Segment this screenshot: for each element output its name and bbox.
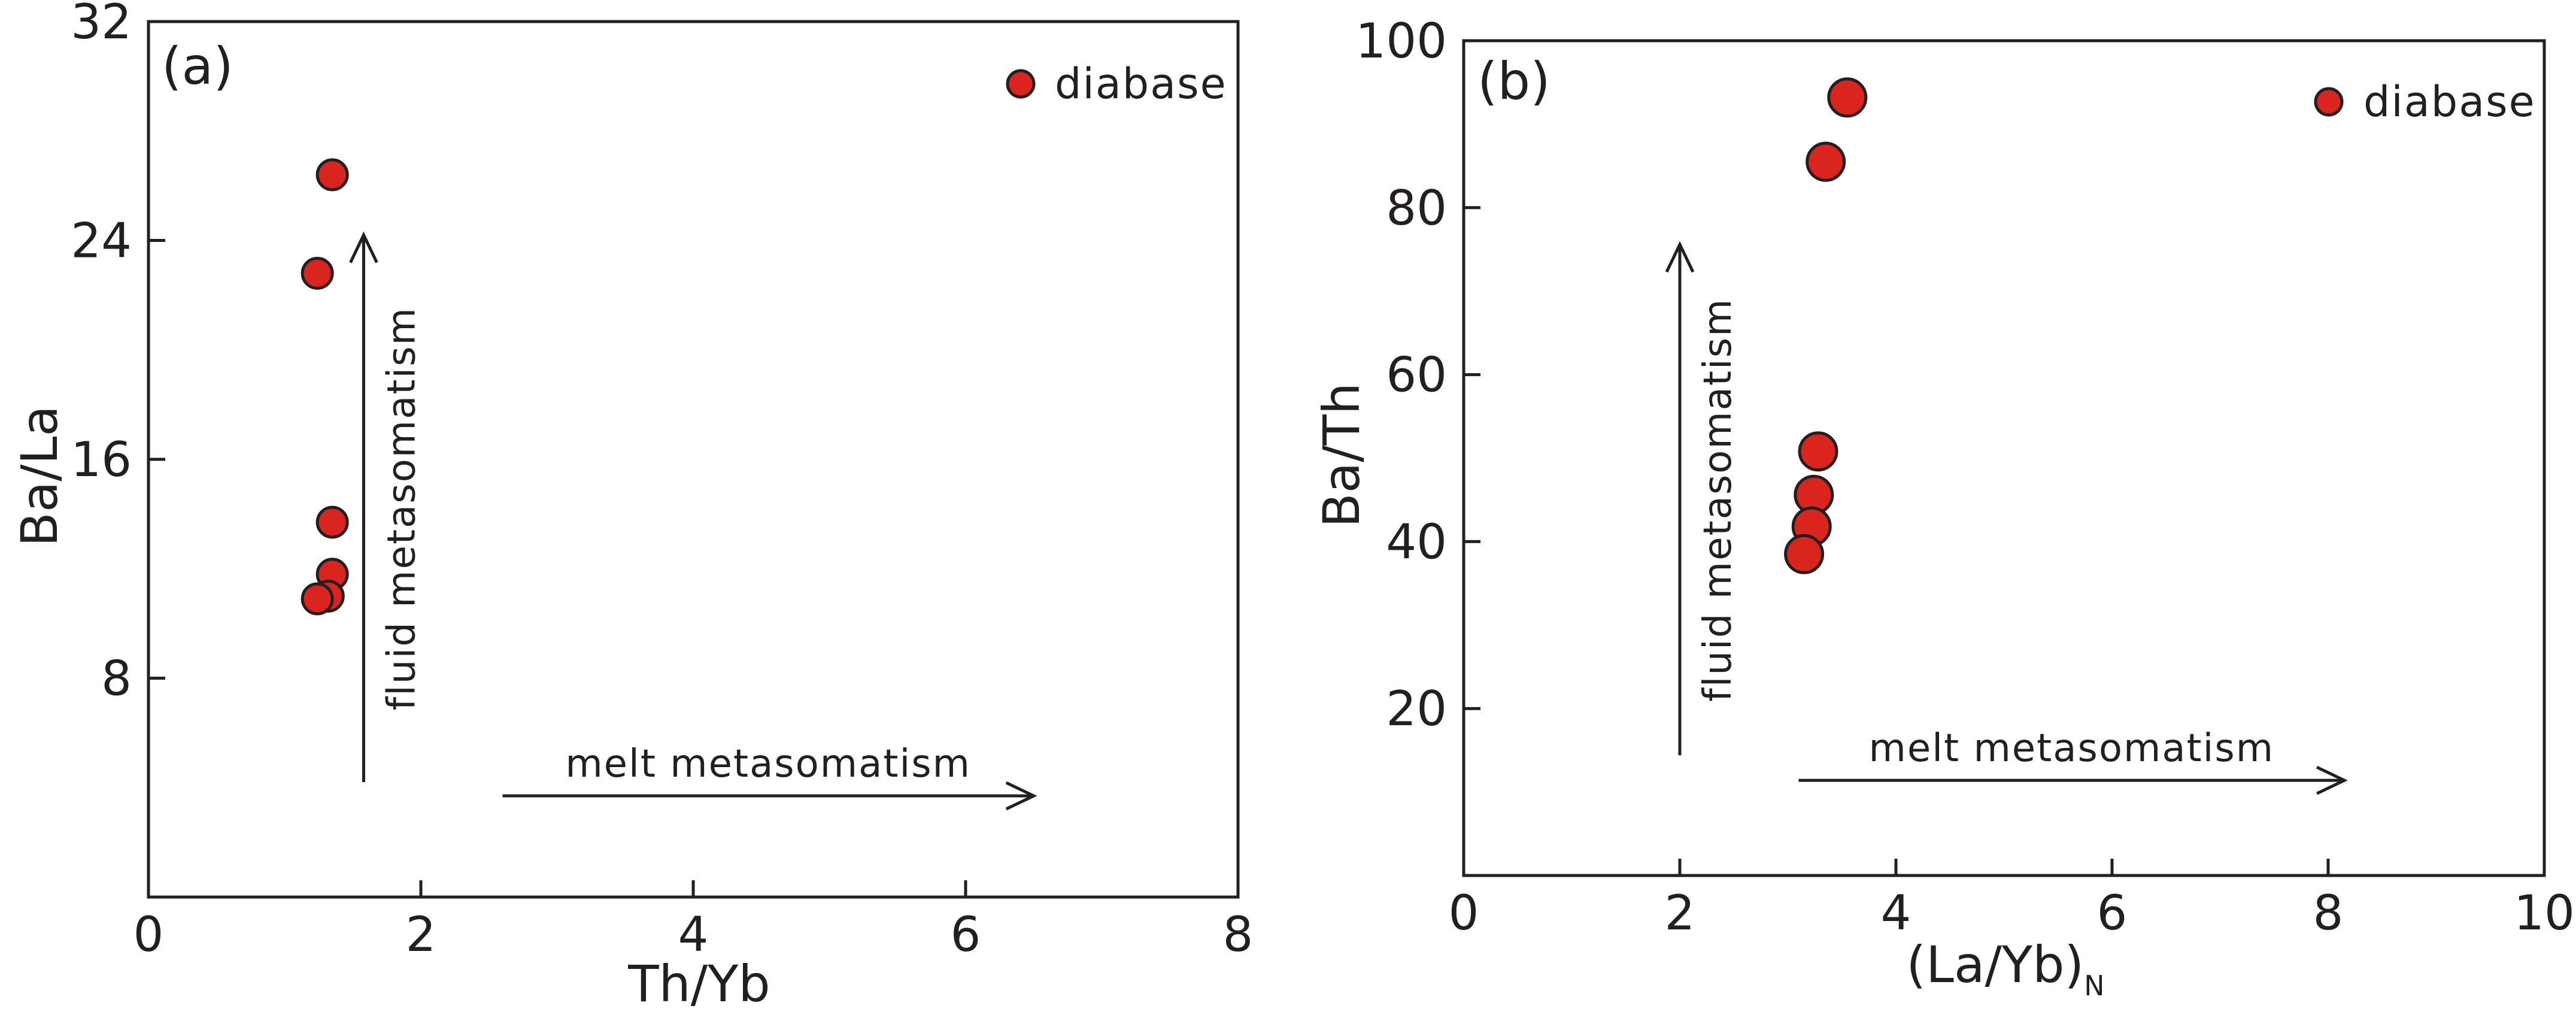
x-tick-label: 2 [1665, 885, 1695, 941]
plot-frame [1462, 39, 2546, 877]
x-tick-label: 0 [133, 907, 164, 962]
x-tick-label: 8 [1223, 907, 1254, 962]
data-point [315, 158, 349, 192]
fluid-metasomatism-label: fluid metasomatism [1696, 298, 1740, 702]
y-tick-label: 24 [71, 213, 132, 269]
y-tick-label: 40 [1386, 514, 1447, 569]
melt-metasomatism-label: melt metasomatism [1869, 726, 2275, 771]
legend-marker [2314, 87, 2344, 117]
x-axis-label: Th/Yb [627, 955, 770, 1013]
x-tick-label: 10 [2514, 885, 2575, 941]
x-tick-label: 4 [678, 907, 709, 962]
data-point [301, 256, 334, 290]
y-tick-label: 100 [1355, 13, 1447, 69]
y-axis-label: Ba/La [10, 405, 69, 547]
y-tick-label: 80 [1386, 180, 1447, 236]
data-point [301, 582, 334, 616]
panel-b: 0 2 4 6 8 10 20 40 60 80 100 (La/Yb)N Ba/Th (b) diabas… [1312, 13, 2575, 1002]
y-tick-label: 60 [1386, 347, 1447, 403]
x-axis-label: (La/Yb)N [1906, 935, 2104, 1002]
x-tick-label: 2 [406, 907, 436, 962]
y-tick-label: 16 [71, 432, 132, 487]
data-point [1798, 431, 1838, 472]
melt-metasomatism-label: melt metasomatism [565, 742, 971, 786]
y-tick-label: 20 [1386, 681, 1447, 737]
x-axis-subscript: N [2084, 970, 2104, 1002]
x-tick-label: 6 [2097, 885, 2128, 941]
x-tick-label: 0 [1449, 885, 1479, 941]
data-point [1827, 77, 1868, 118]
x-tick-label: 4 [1881, 885, 1911, 941]
legend-marker [1006, 69, 1036, 99]
legend-label: diabase [1055, 59, 1227, 108]
data-point [315, 505, 349, 539]
fluid-metasomatism-label: fluid metasomatism [380, 307, 424, 710]
legend-label: diabase [2363, 77, 2536, 126]
panel-label: (a) [162, 37, 233, 96]
y-axis-label: Ba/Th [1312, 383, 1371, 528]
y-tick-label: 32 [71, 0, 132, 50]
y-tick-label: 8 [101, 651, 132, 707]
x-tick-label: 6 [951, 907, 981, 962]
x-tick-label: 8 [2313, 885, 2344, 941]
data-point [1784, 534, 1825, 574]
data-point [1806, 141, 1846, 182]
panel-label: (b) [1477, 51, 1551, 111]
